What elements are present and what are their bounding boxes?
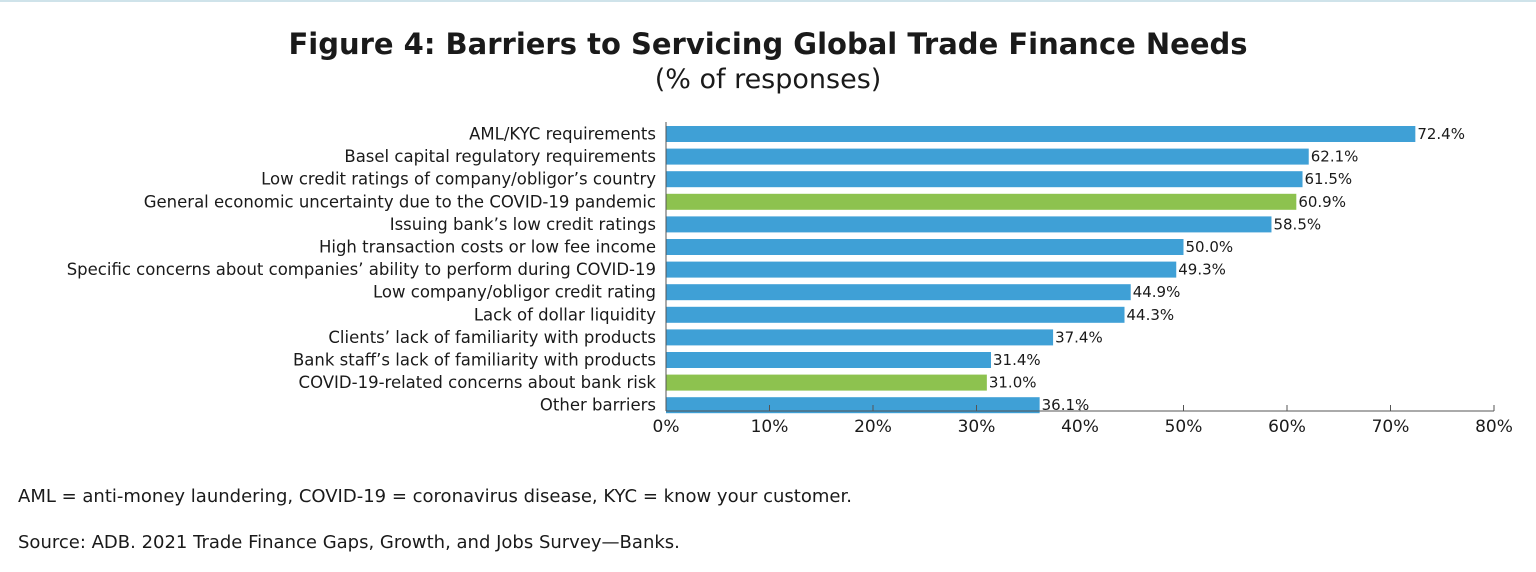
x-tick-label: 0% bbox=[653, 417, 680, 437]
category-label: Issuing bank’s low credit ratings bbox=[390, 215, 656, 234]
bar bbox=[666, 193, 1297, 210]
bar-chart: AML/KYC requirements 72.4% Basel capital r… bbox=[67, 122, 1513, 437]
x-tick-label: 50% bbox=[1165, 417, 1203, 437]
x-tick-label: 40% bbox=[1061, 417, 1099, 437]
category-label: High transaction costs or low fee income bbox=[319, 238, 656, 257]
bar bbox=[666, 216, 1272, 233]
x-tick-label: 30% bbox=[958, 417, 996, 437]
value-label: 44.3% bbox=[1127, 306, 1175, 324]
value-label: 58.5% bbox=[1273, 215, 1321, 233]
bar bbox=[666, 397, 1040, 414]
value-label: 31.0% bbox=[989, 374, 1037, 392]
bar bbox=[666, 284, 1131, 301]
category-label: Low credit ratings of company/obligor’s … bbox=[261, 170, 656, 189]
chart-title: Figure 4: Barriers to Servicing Global T… bbox=[288, 27, 1248, 61]
bar bbox=[666, 306, 1125, 323]
category-label: Basel capital regulatory requirements bbox=[344, 147, 656, 166]
category-label: Bank staff’s lack of familiarity with pr… bbox=[293, 351, 656, 370]
top-rule bbox=[0, 0, 1536, 2]
chart-subtitle: (% of responses) bbox=[654, 64, 882, 95]
value-label: 72.4% bbox=[1417, 125, 1465, 143]
source-note: Source: ADB. 2021 Trade Finance Gaps, Gr… bbox=[18, 532, 680, 553]
value-label: 60.9% bbox=[1298, 193, 1346, 211]
x-axis: 0% 10% 20% 30% 40% 50% 60% 70% 80% bbox=[653, 122, 1513, 437]
bar bbox=[666, 148, 1309, 165]
category-label: Specific concerns about companies’ abili… bbox=[67, 260, 656, 279]
value-label: 50.0% bbox=[1186, 238, 1234, 256]
x-tick-label: 10% bbox=[751, 417, 789, 437]
value-label: 37.4% bbox=[1055, 328, 1103, 346]
value-label: 49.3% bbox=[1178, 261, 1226, 279]
value-label: 31.4% bbox=[993, 351, 1041, 369]
category-label: Lack of dollar liquidity bbox=[474, 305, 656, 324]
category-label: AML/KYC requirements bbox=[469, 125, 656, 144]
bar bbox=[666, 261, 1177, 278]
value-label: 36.1% bbox=[1042, 396, 1090, 414]
x-tick-label: 20% bbox=[854, 417, 892, 437]
abbreviations-note: AML = anti-money laundering, COVID-19 = … bbox=[18, 486, 852, 507]
bar bbox=[666, 126, 1416, 142]
bar bbox=[666, 239, 1184, 255]
x-tick-label: 70% bbox=[1372, 417, 1410, 437]
value-label: 61.5% bbox=[1305, 170, 1353, 188]
category-label: Clients’ lack of familiarity with produc… bbox=[328, 328, 656, 347]
category-label: Other barriers bbox=[540, 396, 656, 415]
bar bbox=[666, 171, 1303, 188]
category-label: General economic uncertainty due to the … bbox=[144, 192, 656, 211]
bar bbox=[666, 329, 1054, 346]
category-label: Low company/obligor credit rating bbox=[373, 283, 656, 302]
bar bbox=[666, 352, 991, 368]
bars-group: AML/KYC requirements 72.4% Basel capital r… bbox=[67, 125, 1465, 415]
value-label: 62.1% bbox=[1311, 148, 1359, 166]
x-tick-label: 60% bbox=[1268, 417, 1306, 437]
value-label: 44.9% bbox=[1133, 283, 1181, 301]
category-label: COVID-19-related concerns about bank ris… bbox=[299, 373, 657, 392]
bar bbox=[666, 374, 987, 391]
x-tick-label: 80% bbox=[1475, 417, 1513, 437]
